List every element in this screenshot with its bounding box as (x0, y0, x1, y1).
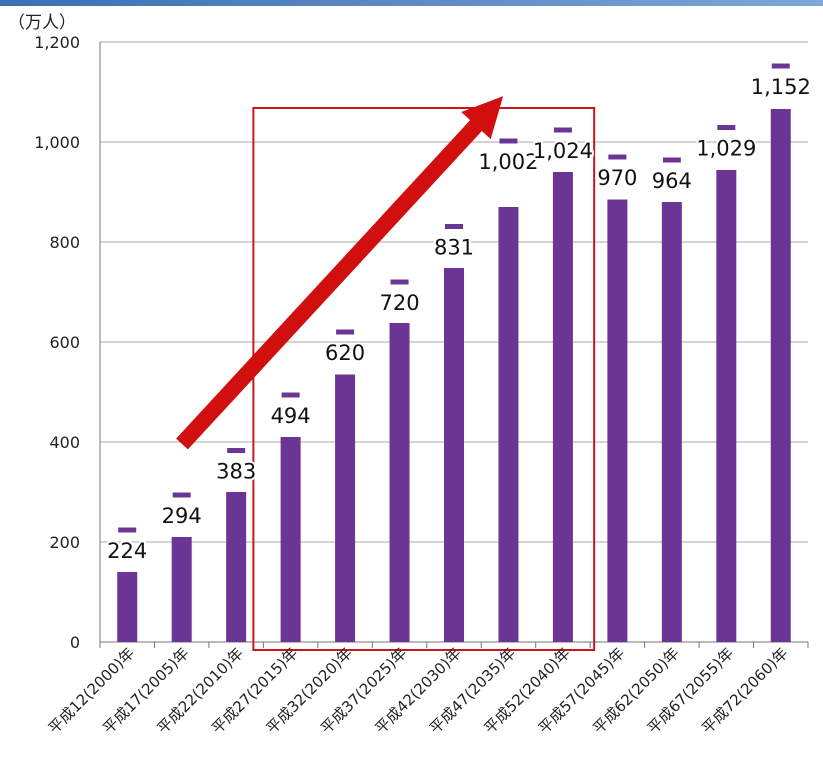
marker (390, 279, 409, 285)
marker (281, 392, 300, 398)
markers (118, 63, 790, 533)
y-tick-label: 400 (49, 433, 80, 452)
bar (444, 268, 464, 642)
bar (226, 492, 247, 642)
y-tick-label: 200 (49, 533, 80, 552)
y-tick-label: 800 (49, 233, 80, 252)
data-label: 1,029 (696, 137, 756, 161)
marker (499, 138, 518, 144)
data-label: 383 (216, 460, 256, 484)
data-label: 494 (271, 404, 311, 428)
bar (498, 207, 519, 642)
marker (717, 125, 736, 130)
bar (716, 170, 737, 642)
bar (117, 572, 138, 642)
marker (172, 492, 191, 498)
bar (335, 374, 356, 642)
marker (118, 527, 137, 533)
data-label: 720 (379, 291, 419, 315)
annotations (176, 96, 596, 651)
bar (607, 199, 628, 642)
bar (661, 202, 682, 642)
y-axis-ticks: 0 200 400 600 800 1,000 1,200 (34, 33, 80, 652)
data-label: 1,002 (478, 150, 538, 174)
marker (553, 127, 572, 133)
highlight-box (252, 107, 596, 651)
marker (336, 329, 355, 335)
data-label: 831 (434, 236, 474, 260)
marker (771, 63, 790, 69)
bar (552, 172, 573, 642)
marker (227, 448, 246, 453)
data-label: 1,024 (533, 139, 593, 163)
marker (445, 224, 463, 229)
bar (770, 109, 791, 642)
bars (117, 109, 791, 642)
data-label: 294 (162, 504, 202, 528)
top-accent-band (0, 0, 823, 6)
data-label: 964 (652, 169, 692, 193)
x-axis-ticks: 平成12(2000)年平成17(2005)年平成22(2010)年平成27(20… (45, 644, 792, 737)
data-label: 970 (597, 166, 637, 190)
bar (280, 437, 301, 642)
data-label: 224 (107, 539, 147, 563)
data-label: 620 (325, 341, 365, 365)
marker (662, 157, 681, 163)
y-tick-label: 600 (49, 333, 80, 352)
trend-arrow (176, 96, 504, 450)
y-tick-label: 1,000 (34, 133, 80, 152)
bar (171, 537, 192, 642)
data-label: 1,152 (751, 75, 811, 99)
y-tick-label: 0 (70, 633, 80, 652)
bar (389, 323, 410, 642)
marker (608, 154, 627, 160)
y-tick-label: 1,200 (34, 33, 80, 52)
y-axis-unit-label: （万人） (8, 13, 76, 33)
